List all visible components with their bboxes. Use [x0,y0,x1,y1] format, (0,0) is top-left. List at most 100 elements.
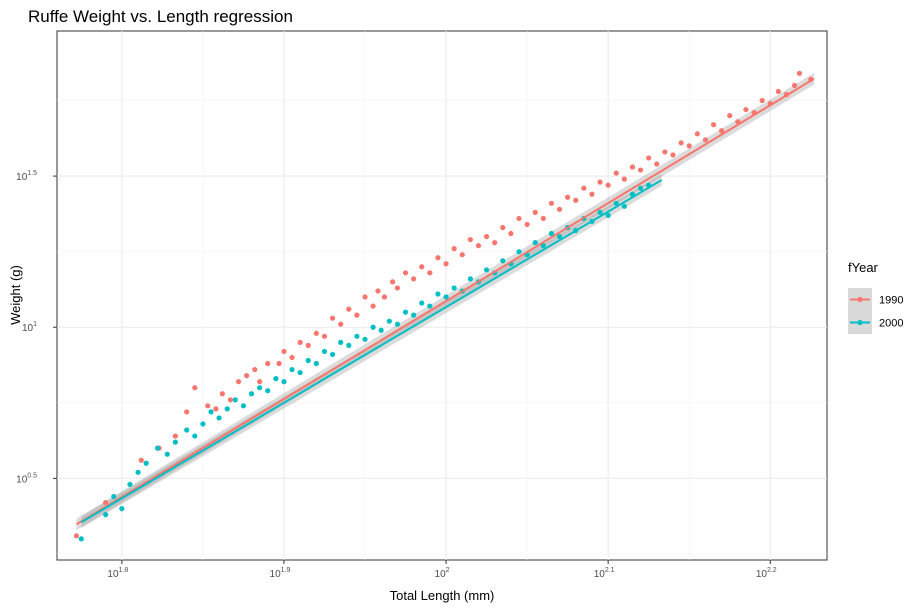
x-tick-label: 101.9 [270,567,291,580]
data-point-1990 [475,243,482,249]
data-point-1990 [329,315,336,321]
data-point-1990 [796,70,803,76]
data-point-2000 [321,348,328,355]
data-point-1990 [265,360,271,367]
data-point-1990 [281,348,287,355]
data-point-1990 [252,366,258,373]
data-point-1990 [389,279,396,285]
data-point-1990 [670,152,676,158]
data-point-2000 [370,324,376,330]
data-point-1990 [573,197,579,203]
y-axis-title: Weight (g) [8,265,23,325]
x-tick-label: 102.2 [756,567,777,580]
y-tick-label: 101.5 [16,170,37,183]
data-point-2000 [386,318,392,324]
data-point-1990 [297,339,303,345]
data-point-2000 [516,249,522,255]
data-point-1990 [654,161,660,167]
data-point-2000 [248,391,255,397]
x-tick-label: 101.8 [107,567,128,580]
regression-line-2000 [80,179,663,524]
data-point-1990 [305,342,311,348]
legend: fYear 1990 2000 [848,260,903,334]
data-point-2000 [216,415,222,421]
data-point-2000 [329,351,336,358]
data-point-1990 [662,149,668,155]
data-point-2000 [313,360,319,367]
data-point-1990 [727,113,733,119]
data-point-1990 [637,167,644,173]
data-point-2000 [143,460,149,466]
minor-gridlines [57,31,827,560]
data-point-1990 [629,164,636,170]
data-point-1990 [138,457,144,463]
data-point-2000 [281,379,287,385]
data-point-2000 [172,439,178,445]
data-point-1990 [613,170,619,176]
regression-line-1990 [75,77,815,526]
data-point-1990 [524,221,530,228]
data-point-2000 [532,240,538,246]
data-point-1990 [244,373,250,379]
data-point-1990 [743,106,749,113]
data-point-1990 [103,499,109,506]
data-point-2000 [273,376,279,382]
data-point-2000 [597,209,603,215]
data-point-1990 [257,379,263,385]
data-point-1990 [213,406,219,412]
data-point-2000 [451,285,457,291]
data-point-1990 [375,288,381,294]
data-point-1990 [276,360,282,367]
data-point-2000 [265,388,271,394]
data-point-1990 [775,88,781,95]
data-point-2000 [78,536,84,542]
data-point-2000 [362,336,368,342]
data-point-1990 [483,233,490,240]
data-point-2000 [500,258,506,264]
data-point-2000 [240,403,247,409]
data-point-1990 [451,246,457,252]
data-point-2000 [637,185,644,191]
data-point-2000 [354,333,360,339]
data-point-1990 [719,128,725,134]
data-point-1990 [370,303,376,309]
data-point-1990 [362,294,368,300]
data-point-1990 [540,215,546,222]
data-point-1990 [338,321,344,327]
data-point-2000 [483,267,490,273]
data-point-1990 [443,261,449,267]
legend-items: 1990 2000 [848,288,903,334]
plot-panel [56,30,828,561]
data-point-2000 [103,512,109,518]
data-point-2000 [164,451,170,457]
data-point-2000 [192,433,198,439]
data-point-1990 [492,240,498,246]
data-point-1990 [621,176,627,182]
data-point-1990 [678,140,684,146]
data-point-1990 [532,209,538,215]
data-point-1990 [565,194,571,200]
data-point-1990 [702,137,709,143]
data-point-1990 [556,206,563,212]
data-point-1990 [581,185,587,191]
x-tick-label: 102.1 [594,567,615,580]
data-point-2000 [402,309,409,315]
x-axis-title: Total Length (mm) [390,588,495,603]
data-point-1990 [467,236,473,243]
data-point-2000 [548,230,555,237]
data-point-1990 [411,276,417,282]
data-point-2000 [427,303,433,309]
data-point-1990 [459,252,465,258]
data-point-1990 [402,270,409,276]
data-point-1990 [516,215,522,222]
data-point-2000 [338,339,344,345]
data-point-2000 [556,233,563,240]
legend-label-1990: 1990 [879,295,903,307]
data-point-2000 [613,200,619,206]
y-tick-label: 101 [22,321,37,334]
data-point-2000 [378,327,384,333]
data-point-2000 [394,321,401,327]
data-point-1990 [500,224,506,231]
data-point-1990 [508,230,514,237]
legend-title: fYear [848,260,879,275]
